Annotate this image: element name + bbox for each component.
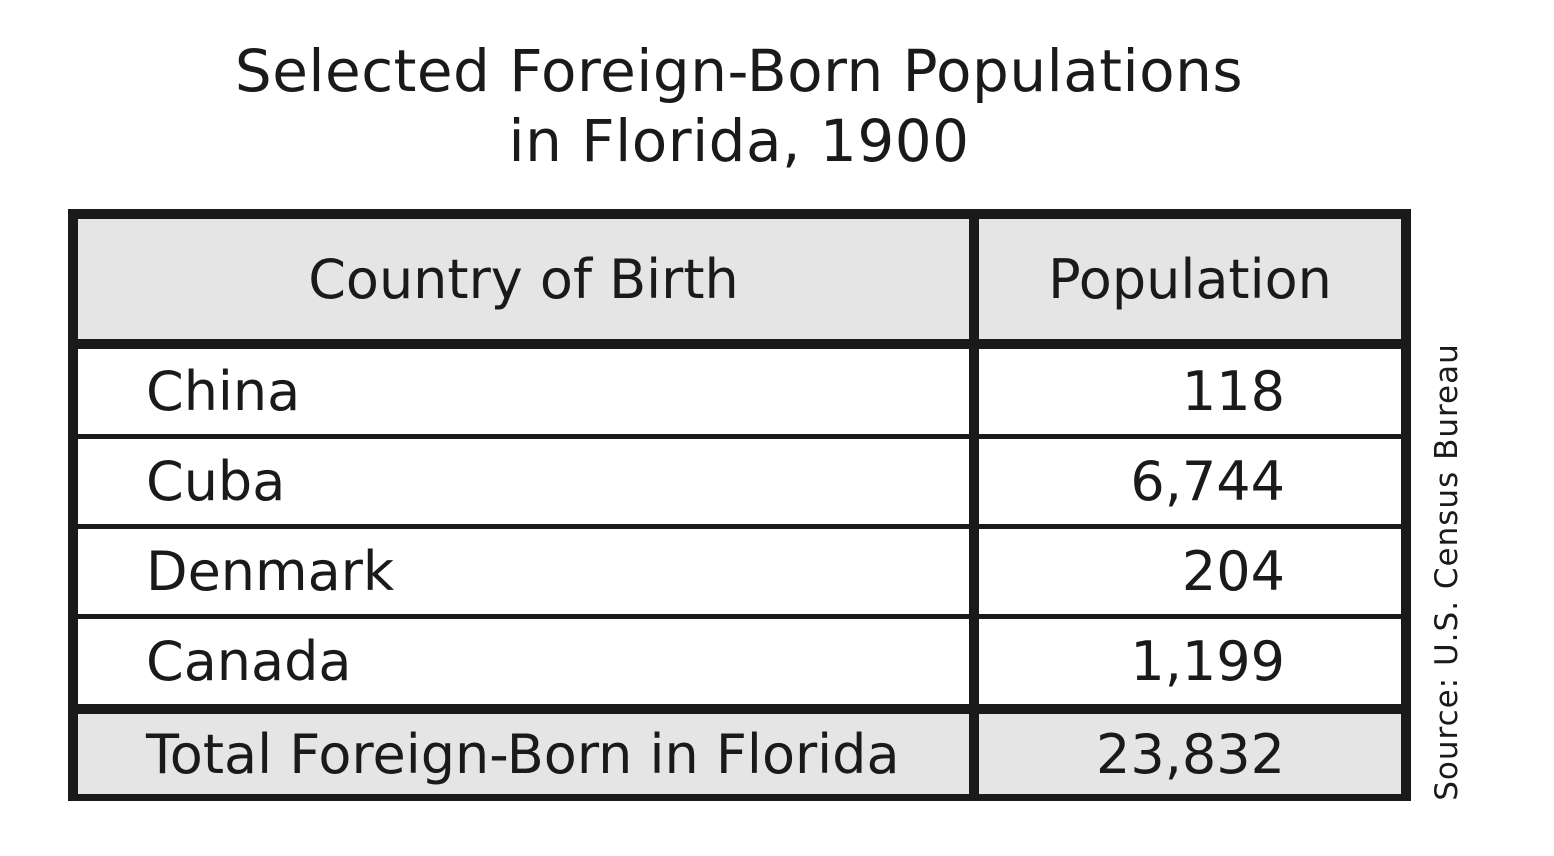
table-row: Canada 1,199 bbox=[78, 616, 1401, 714]
population-cell: 6,744 bbox=[974, 436, 1401, 529]
data-table-frame: Country of Birth Population China 118 Cu… bbox=[68, 209, 1411, 801]
source-note: Source: U.S. Census Bureau bbox=[1429, 343, 1465, 801]
country-cell: Cuba bbox=[78, 436, 979, 529]
table-row: China 118 bbox=[78, 344, 1401, 439]
total-row: Total Foreign-Born in Florida 23,832 bbox=[78, 709, 1401, 794]
column-header-country: Country of Birth bbox=[78, 219, 979, 349]
title-line-1: Selected Foreign-Born Populations bbox=[234, 37, 1244, 105]
country-cell: China bbox=[78, 344, 979, 439]
column-header-population: Population bbox=[974, 219, 1401, 349]
country-cell: Canada bbox=[78, 616, 979, 714]
population-cell: 118 bbox=[974, 344, 1401, 439]
country-cell: Denmark bbox=[78, 526, 979, 619]
population-cell: 204 bbox=[974, 526, 1401, 619]
table-row: Cuba 6,744 bbox=[78, 436, 1401, 529]
population-cell: 1,199 bbox=[974, 616, 1401, 714]
data-table: Country of Birth Population China 118 Cu… bbox=[78, 219, 1401, 794]
header-row: Country of Birth Population bbox=[78, 219, 1401, 349]
total-population-cell: 23,832 bbox=[974, 709, 1401, 794]
title-line-2: in Florida, 1900 bbox=[508, 107, 970, 175]
table-row: Denmark 204 bbox=[78, 526, 1401, 619]
table-title: Selected Foreign-Born Populations in Flo… bbox=[0, 36, 1478, 176]
total-label-cell: Total Foreign-Born in Florida bbox=[78, 709, 979, 794]
